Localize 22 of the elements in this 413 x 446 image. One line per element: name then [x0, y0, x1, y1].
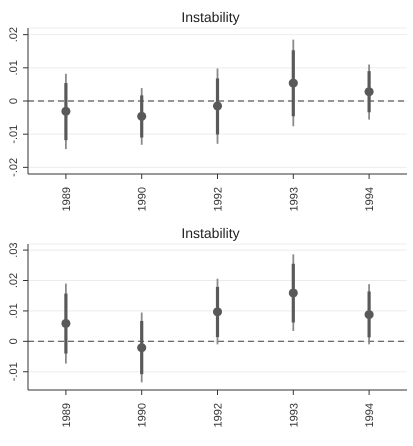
x-tick-label: 1994 — [364, 187, 376, 212]
y-tick-label: 0 — [8, 98, 20, 104]
chart-title: Instability — [180, 224, 241, 242]
y-tick-label: -.01 — [8, 362, 20, 382]
x-tick-label: 1990 — [136, 187, 149, 212]
y-tick-label: .03 — [8, 242, 20, 258]
x-tick-label: 1992 — [212, 187, 224, 212]
x-tick-label: 1989 — [60, 403, 73, 428]
y-tick-label: .02 — [8, 26, 20, 42]
chart-title: Instability — [180, 8, 241, 26]
x-tick-label: 1993 — [288, 187, 300, 212]
y-tick-label: 0 — [8, 338, 20, 344]
x-tick-label: 1993 — [288, 403, 300, 428]
x-tick-label: 1989 — [60, 187, 73, 212]
y-tick-label: .01 — [8, 60, 20, 76]
y-tick-label: .01 — [8, 303, 20, 319]
y-tick-label: -.02 — [8, 158, 20, 177]
y-tick-label: -.01 — [8, 124, 20, 144]
x-tick-label: 1990 — [136, 403, 149, 428]
x-tick-label: 1994 — [364, 403, 376, 428]
y-tick-label: .02 — [8, 272, 20, 288]
x-tick-label: 1992 — [212, 403, 224, 428]
